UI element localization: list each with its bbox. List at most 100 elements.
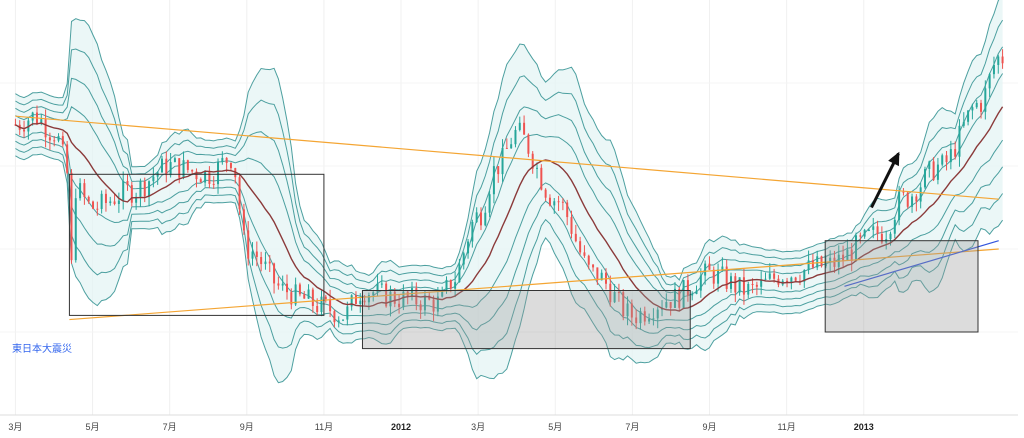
candle-body (824, 262, 827, 267)
candle-body (350, 295, 353, 307)
candle-body (544, 189, 547, 198)
candle-body (954, 149, 957, 157)
candle-body (682, 280, 685, 308)
candle-body (290, 292, 293, 305)
box-2 (361, 290, 691, 350)
candle-body (863, 229, 866, 237)
candle-body (44, 119, 47, 138)
candle-body (83, 183, 86, 197)
candle-body (704, 263, 707, 276)
candle-body (919, 187, 922, 202)
candle-body (238, 177, 241, 210)
candle-body (652, 318, 655, 320)
candle-body (975, 102, 978, 108)
candle-body (751, 284, 754, 286)
candle-body (725, 266, 728, 289)
candle-body (557, 201, 560, 203)
candle-body (764, 278, 767, 280)
candle-body (307, 289, 310, 299)
candle-body (872, 226, 875, 230)
candle-body (566, 202, 569, 218)
candle-body (212, 183, 215, 185)
candle-body (691, 293, 694, 296)
candle-body (148, 181, 151, 197)
candle-body (678, 288, 681, 308)
candle-body (221, 157, 224, 162)
candle-body (876, 226, 879, 234)
candle-body (855, 235, 858, 262)
candle-body (479, 212, 482, 226)
candle-body (510, 144, 513, 149)
candle-body (488, 194, 491, 213)
candle-body (941, 155, 944, 165)
candle-body (471, 221, 474, 242)
candle-body (842, 254, 845, 261)
candle-body (475, 212, 478, 222)
moving-average-line (15, 106, 1004, 312)
box-3 (824, 240, 979, 333)
candle-body (53, 140, 56, 142)
candle-body (880, 233, 883, 243)
candle-body (893, 219, 896, 234)
candle-body (247, 230, 250, 259)
candle-body (738, 277, 741, 293)
candle-body (92, 201, 95, 209)
candle-body (186, 160, 189, 170)
candle-body (251, 251, 254, 259)
candle-body (790, 277, 793, 283)
candle-body (423, 295, 426, 311)
candle-body (988, 74, 991, 89)
candle-body (561, 201, 564, 203)
candle-body (432, 299, 435, 312)
candle-body (66, 144, 69, 173)
band-lower-1 (15, 131, 1004, 322)
trendline-3 (844, 240, 999, 287)
candle-body (717, 269, 720, 284)
candle-body (639, 311, 642, 324)
candle-body (260, 257, 263, 265)
candle-body (911, 196, 914, 207)
candle-body (454, 282, 457, 289)
band-lower-4 (15, 153, 1004, 384)
candle-body (514, 129, 517, 145)
candle-body (191, 169, 194, 172)
candle-body (648, 318, 651, 322)
x-tick-label: 2013 (854, 422, 874, 432)
candle-body (294, 284, 297, 305)
candle-body (445, 279, 448, 292)
candle-body (523, 122, 526, 135)
candle-body (273, 263, 276, 284)
candle-body (96, 208, 99, 210)
candle-body (316, 305, 319, 313)
x-tick-label: 7月 (625, 422, 639, 432)
band-lower-3 (15, 146, 1004, 356)
x-tick-label: 7月 (163, 422, 177, 432)
candle-body (643, 311, 646, 322)
candle-body (255, 251, 258, 258)
candle-body (846, 249, 849, 261)
candle-body (329, 299, 332, 312)
candle-body (811, 260, 814, 268)
candle-body (31, 112, 34, 121)
candle-body (915, 196, 918, 202)
candle-body (411, 288, 414, 298)
consolidation-boxes (68, 173, 979, 350)
candle-body (104, 193, 107, 203)
candle-body (579, 241, 582, 253)
candle-body (592, 264, 595, 268)
candle-body (40, 119, 43, 124)
candle-body (747, 284, 750, 295)
trendline-2 (69, 248, 999, 321)
candle-body (786, 280, 789, 283)
candle-body (958, 125, 961, 157)
candle-body (122, 181, 125, 201)
candle-body (596, 267, 599, 281)
candle-body (23, 129, 26, 132)
candle-body (143, 181, 146, 197)
candle-body (613, 292, 616, 303)
annotation-earthquake-label: 東日本大震災 (12, 342, 72, 355)
arrow-head (888, 151, 900, 167)
candle-body (992, 64, 995, 75)
candle-body (337, 320, 340, 323)
